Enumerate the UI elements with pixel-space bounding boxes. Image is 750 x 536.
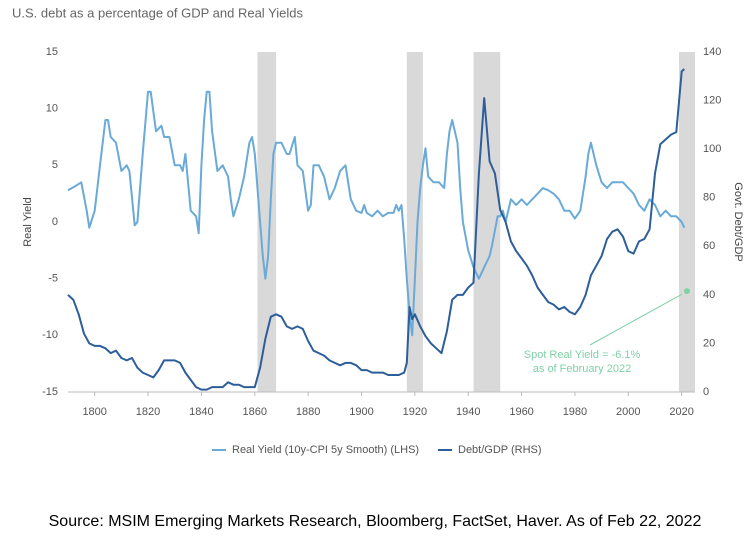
source-note: Source: MSIM Emerging Markets Research, … — [49, 513, 702, 530]
shaded-period — [678, 52, 695, 392]
chart-title: U.S. debt as a percentage of GDP and Rea… — [12, 5, 303, 20]
y-tick-label: 10 — [46, 103, 58, 115]
y-tick-label: 15 — [46, 46, 58, 58]
x-tick-label: 1960 — [509, 406, 533, 418]
x-tick-label: 1940 — [456, 406, 480, 418]
y-tick-label: 5 — [52, 159, 58, 171]
shaded-period — [257, 52, 277, 392]
legend-label: Debt/GDP (RHS) — [458, 444, 542, 456]
y2-tick-label: 140 — [703, 46, 721, 58]
y2-tick-label: 80 — [703, 192, 715, 204]
x-tick-label: 1900 — [349, 406, 373, 418]
x-tick-label: 1800 — [82, 406, 106, 418]
shaded-period — [406, 52, 423, 392]
y-axis-label: Real Yield — [22, 197, 34, 247]
x-tick-label: 1820 — [136, 406, 160, 418]
y-tick-label: -5 — [48, 273, 58, 285]
y-tick-label: -15 — [42, 386, 58, 398]
y2-tick-label: 40 — [703, 289, 715, 301]
x-tick-label: 1920 — [403, 406, 427, 418]
series-line — [67, 68, 685, 391]
x-tick-label: 1840 — [189, 406, 213, 418]
y-tick-label: 0 — [52, 216, 58, 228]
x-tick-label: 1980 — [563, 406, 587, 418]
x-tick-label: 1860 — [243, 406, 267, 418]
annotation-text: as of February 2022 — [533, 363, 631, 375]
y2-tick-label: 20 — [703, 337, 715, 349]
x-tick-label: 2020 — [669, 406, 693, 418]
series-line — [67, 90, 686, 337]
annotation-point — [683, 288, 690, 295]
y-tick-label: -10 — [42, 329, 58, 341]
y2-tick-label: 100 — [703, 143, 721, 155]
y2-tick-label: 120 — [703, 94, 721, 106]
y2-axis-label: Govt. Debt/GDP — [732, 182, 744, 261]
x-tick-label: 1880 — [296, 406, 320, 418]
x-tick-label: 2000 — [616, 406, 640, 418]
annotation-arrow — [589, 293, 683, 346]
legend-label: Real Yield (10y-CPI 5y Smooth) (LHS) — [232, 444, 419, 456]
annotation-text: Spot Real Yield = -6.1% — [524, 349, 641, 361]
y2-tick-label: 60 — [703, 240, 715, 252]
y2-tick-label: 0 — [703, 386, 709, 398]
